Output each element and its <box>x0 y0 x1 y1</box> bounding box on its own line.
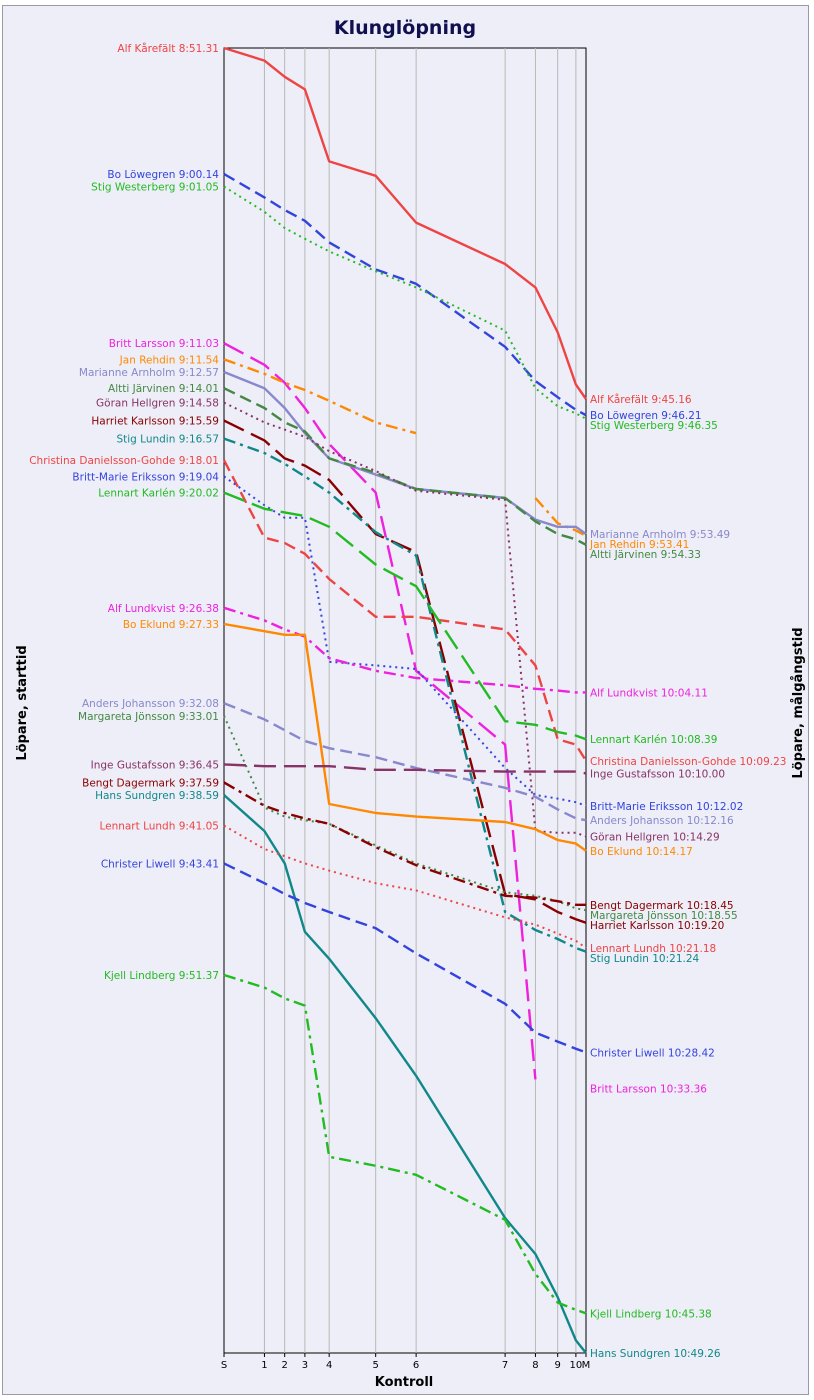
y-axis-label-left: Löpare, starttid <box>15 645 30 760</box>
start-label-hans-sundgren: Hans Sundgren 9:38.59 <box>95 790 219 802</box>
x-tick-label: 8 <box>532 1360 538 1371</box>
finish-label-stig-westerberg: Stig Westerberg 9:46.35 <box>590 420 718 432</box>
series-line-stig-lundin <box>223 437 587 953</box>
start-label-stig-lundin: Stig Lundin 9:16.57 <box>116 434 219 446</box>
finish-label-alf-karefalt: Alf Kårefält 9:45.16 <box>590 393 692 406</box>
finish-label-altti-jarvinen: Altti Järvinen 9:54.33 <box>590 549 701 561</box>
start-label-goran-hellgren: Göran Hellgren 9:14.58 <box>96 398 219 410</box>
finish-label-jan-rehdin: Jan Rehdin 9:53.41 <box>589 539 689 551</box>
finish-label-lennart-karlen: Lennart Karlén 10:08.39 <box>590 734 717 746</box>
series-lines <box>223 46 587 1354</box>
series-line-alf-lundkvist <box>223 606 586 694</box>
finish-label-margareta-jonsson: Margareta Jönsson 10:18.55 <box>590 910 738 922</box>
series-line-bo-eklund <box>223 622 587 852</box>
start-label-christina-danielsson-gohde: Christina Danielsson-Gohde 9:18.01 <box>29 455 219 467</box>
finish-label-britt-larsson: Britt Larsson 10:33.36 <box>590 1083 707 1095</box>
finish-label-kjell-lindberg: Kjell Lindberg 10:45.38 <box>590 1308 712 1320</box>
start-label-alf-karefalt: Alf Kårefält 8:51.31 <box>117 42 219 55</box>
grid-lines <box>263 48 577 1353</box>
series-line-anders-johansson <box>223 702 587 822</box>
series-line-alf-karefalt <box>223 46 587 400</box>
start-label-stig-westerberg: Stig Westerberg 9:01.05 <box>91 182 219 194</box>
x-tick-label: 4 <box>326 1360 332 1371</box>
start-label-anders-johansson: Anders Johansson 9:32.08 <box>82 698 219 710</box>
start-label-jan-rehdin: Jan Rehdin 9:11.54 <box>119 354 220 366</box>
start-label-lennart-lundh: Lennart Lundh 9:41.05 <box>99 821 219 833</box>
start-label-margareta-jonsson: Margareta Jönsson 9:33.01 <box>78 711 219 723</box>
series-line-bengt-dagermark <box>223 781 586 906</box>
x-tick-label: 3 <box>302 1360 308 1371</box>
finish-label-goran-hellgren: Göran Hellgren 10:14.29 <box>590 831 720 843</box>
start-label-inge-gustafsson: Inge Gustafsson 9:36.45 <box>91 759 219 771</box>
start-label-britt-marie-eriksson: Britt-Marie Eriksson 9:19.04 <box>72 471 219 483</box>
finish-label-harriet-karlsson: Harriet Karlsson 10:19.20 <box>590 920 724 932</box>
x-tick-label: 10 <box>570 1360 583 1371</box>
x-tick-label: 2 <box>281 1360 287 1371</box>
finish-label-christina-danielsson-gohde: Christina Danielsson-Gohde 10:09.23 <box>590 756 786 768</box>
start-label-christer-liwell: Christer Liwell 9:43.41 <box>101 858 219 870</box>
series-line-bo-lowegren <box>223 172 587 417</box>
x-tick-label: 5 <box>372 1360 378 1371</box>
x-axis-label: Kontroll <box>375 1375 434 1390</box>
finish-label-christer-liwell: Christer Liwell 10:28.42 <box>590 1047 715 1059</box>
finish-label-alf-lundkvist: Alf Lundkvist 10:04.11 <box>590 687 708 699</box>
series-line-britt-marie-eriksson <box>223 475 587 807</box>
finish-label-inge-gustafsson: Inge Gustafsson 10:10.00 <box>590 768 725 780</box>
x-tick-label: 7 <box>502 1360 508 1371</box>
finish-label-lennart-lundh: Lennart Lundh 10:21.18 <box>590 943 716 955</box>
start-label-kjell-lindberg: Kjell Lindberg 9:51.37 <box>104 970 219 982</box>
finish-label-bo-eklund: Bo Eklund 10:14.17 <box>590 846 693 858</box>
start-label-bo-lowegren: Bo Löwegren 9:00.14 <box>107 169 219 181</box>
series-line-lennart-karlen <box>223 491 587 741</box>
start-label-marianne-arnholm: Marianne Arnholm 9:12.57 <box>79 367 219 379</box>
series-line-altti-jarvinen <box>223 387 587 546</box>
series-line-inge-gustafsson <box>223 763 587 775</box>
plot-area <box>223 47 587 1354</box>
x-tick-label: M <box>582 1360 591 1371</box>
series-line-kjell-lindberg <box>223 973 587 1315</box>
finish-label-bengt-dagermark: Bengt Dagermark 10:18.45 <box>590 900 734 912</box>
finish-label-stig-lundin: Stig Lundin 10:21.24 <box>590 953 700 965</box>
start-label-bengt-dagermark: Bengt Dagermark 9:37.59 <box>82 777 219 789</box>
start-label-britt-larsson: Britt Larsson 9:11.03 <box>109 338 219 350</box>
start-label-harriet-karlsson: Harriet Karlsson 9:15.59 <box>91 416 219 428</box>
y-axis-label-right: Löpare, målgångstid <box>791 627 806 778</box>
finish-label-britt-marie-eriksson: Britt-Marie Eriksson 10:12.02 <box>590 801 743 813</box>
finish-label-marianne-arnholm: Marianne Arnholm 9:53.49 <box>590 529 730 541</box>
start-label-alf-lundkvist: Alf Lundkvist 9:26.38 <box>108 603 219 615</box>
x-tick-label: 9 <box>554 1360 560 1371</box>
x-tick-label: 6 <box>413 1360 419 1371</box>
start-label-altti-jarvinen: Altti Järvinen 9:14.01 <box>108 383 219 395</box>
start-label-bo-eklund: Bo Eklund 9:27.33 <box>123 619 219 631</box>
series-line-margareta-jonsson <box>223 715 587 912</box>
series-line-lennart-lundh <box>223 824 587 949</box>
finish-label-hans-sundgren: Hans Sundgren 10:49.26 <box>590 1348 721 1360</box>
x-tick-label: 1 <box>261 1360 267 1371</box>
x-tick-labels: S 1 2 3 4 5 6 7 8 9 10 M <box>221 1353 591 1371</box>
x-tick-label: S <box>221 1360 227 1371</box>
start-label-lennart-karlen: Lennart Karlén 9:20.02 <box>98 488 219 500</box>
finish-label-anders-johansson: Anders Johansson 10:12.16 <box>590 815 734 827</box>
chart-title: Klunglöpning <box>334 17 476 39</box>
series-line-christer-liwell <box>223 862 587 1054</box>
finish-label-bo-lowegren: Bo Löwegren 9:46.21 <box>590 410 702 422</box>
